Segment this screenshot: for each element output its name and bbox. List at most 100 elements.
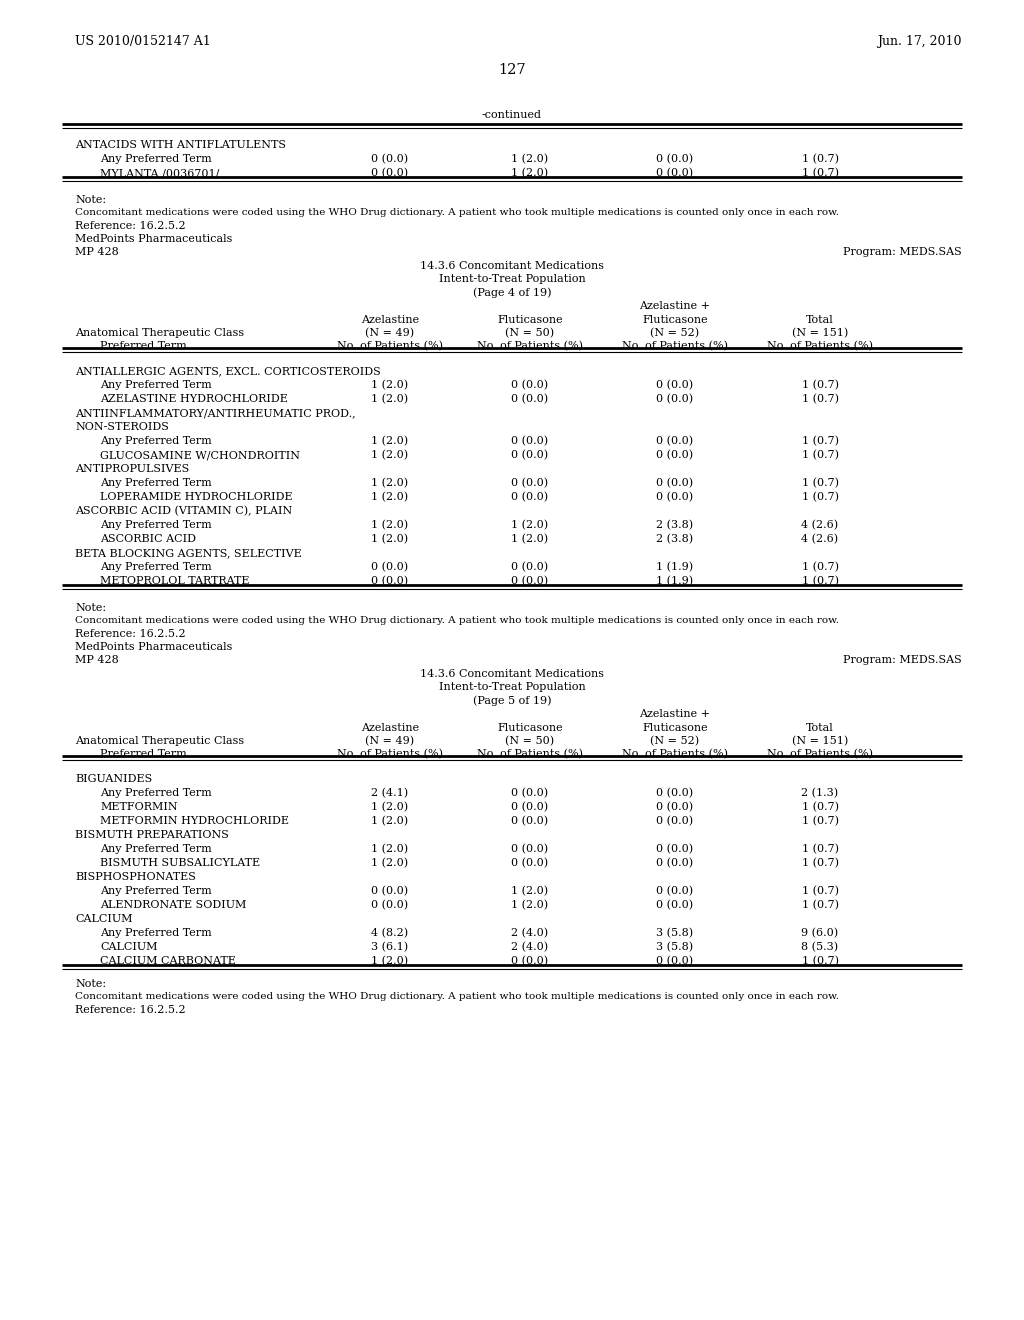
Text: 0 (0.0): 0 (0.0) (656, 788, 693, 799)
Text: No. of Patients (%): No. of Patients (%) (477, 341, 583, 351)
Text: Fluticasone: Fluticasone (642, 315, 708, 325)
Text: 1 (2.0): 1 (2.0) (372, 520, 409, 531)
Text: BISMUTH PREPARATIONS: BISMUTH PREPARATIONS (75, 830, 229, 840)
Text: 3 (5.8): 3 (5.8) (656, 942, 693, 952)
Text: 0 (0.0): 0 (0.0) (656, 450, 693, 461)
Text: Any Preferred Term: Any Preferred Term (100, 562, 212, 572)
Text: 1 (2.0): 1 (2.0) (372, 492, 409, 503)
Text: 0 (0.0): 0 (0.0) (656, 168, 693, 178)
Text: Azelastine: Azelastine (360, 723, 419, 733)
Text: 3 (5.8): 3 (5.8) (656, 928, 693, 939)
Text: 1 (0.7): 1 (0.7) (802, 956, 839, 966)
Text: Reference: 16.2.5.2: Reference: 16.2.5.2 (75, 220, 185, 231)
Text: 0 (0.0): 0 (0.0) (511, 436, 549, 446)
Text: 1 (2.0): 1 (2.0) (372, 858, 409, 869)
Text: Reference: 16.2.5.2: Reference: 16.2.5.2 (75, 630, 185, 639)
Text: AZELASTINE HYDROCHLORIDE: AZELASTINE HYDROCHLORIDE (100, 393, 288, 404)
Text: 0 (0.0): 0 (0.0) (511, 843, 549, 854)
Text: 8 (5.3): 8 (5.3) (802, 942, 839, 952)
Text: Reference: 16.2.5.2: Reference: 16.2.5.2 (75, 1005, 185, 1015)
Text: 0 (0.0): 0 (0.0) (511, 576, 549, 586)
Text: 0 (0.0): 0 (0.0) (511, 562, 549, 573)
Text: ANTIALLERGIC AGENTS, EXCL. CORTICOSTEROIDS: ANTIALLERGIC AGENTS, EXCL. CORTICOSTEROI… (75, 366, 381, 376)
Text: 1 (2.0): 1 (2.0) (511, 900, 549, 911)
Text: 1 (0.7): 1 (0.7) (802, 816, 839, 826)
Text: 1 (0.7): 1 (0.7) (802, 393, 839, 404)
Text: 0 (0.0): 0 (0.0) (511, 803, 549, 812)
Text: 1 (0.7): 1 (0.7) (802, 436, 839, 446)
Text: (N = 50): (N = 50) (506, 327, 555, 338)
Text: Intent-to-Treat Population: Intent-to-Treat Population (438, 682, 586, 692)
Text: 3 (6.1): 3 (6.1) (372, 942, 409, 952)
Text: 9 (6.0): 9 (6.0) (802, 928, 839, 939)
Text: 0 (0.0): 0 (0.0) (656, 478, 693, 488)
Text: (Page 5 of 19): (Page 5 of 19) (473, 696, 551, 706)
Text: 4 (2.6): 4 (2.6) (802, 535, 839, 544)
Text: 0 (0.0): 0 (0.0) (511, 478, 549, 488)
Text: 0 (0.0): 0 (0.0) (656, 492, 693, 503)
Text: 1 (0.7): 1 (0.7) (802, 450, 839, 461)
Text: (N = 49): (N = 49) (366, 737, 415, 746)
Text: BIGUANIDES: BIGUANIDES (75, 774, 153, 784)
Text: Intent-to-Treat Population: Intent-to-Treat Population (438, 275, 586, 284)
Text: 1 (2.0): 1 (2.0) (372, 380, 409, 391)
Text: Any Preferred Term: Any Preferred Term (100, 788, 212, 799)
Text: ASCORBIC ACID: ASCORBIC ACID (100, 535, 196, 544)
Text: 1 (0.7): 1 (0.7) (802, 168, 839, 178)
Text: Concomitant medications were coded using the WHO Drug dictionary. A patient who : Concomitant medications were coded using… (75, 616, 839, 624)
Text: Azelastine +: Azelastine + (640, 301, 711, 312)
Text: Anatomical Therapeutic Class: Anatomical Therapeutic Class (75, 737, 244, 746)
Text: 0 (0.0): 0 (0.0) (511, 788, 549, 799)
Text: NON-STEROIDS: NON-STEROIDS (75, 422, 169, 432)
Text: Azelastine +: Azelastine + (640, 709, 711, 719)
Text: 0 (0.0): 0 (0.0) (511, 858, 549, 869)
Text: Program: MEDS.SAS: Program: MEDS.SAS (843, 247, 962, 257)
Text: Any Preferred Term: Any Preferred Term (100, 380, 212, 389)
Text: Any Preferred Term: Any Preferred Term (100, 843, 212, 854)
Text: 1 (2.0): 1 (2.0) (372, 803, 409, 812)
Text: 0 (0.0): 0 (0.0) (372, 154, 409, 164)
Text: 1 (0.7): 1 (0.7) (802, 576, 839, 586)
Text: Fluticasone: Fluticasone (642, 723, 708, 733)
Text: 1 (0.7): 1 (0.7) (802, 380, 839, 391)
Text: No. of Patients (%): No. of Patients (%) (337, 341, 443, 351)
Text: -continued: -continued (482, 110, 542, 120)
Text: MYLANTA /0036701/: MYLANTA /0036701/ (100, 168, 219, 178)
Text: BISMUTH SUBSALICYLATE: BISMUTH SUBSALICYLATE (100, 858, 260, 869)
Text: 1 (2.0): 1 (2.0) (372, 478, 409, 488)
Text: 0 (0.0): 0 (0.0) (511, 393, 549, 404)
Text: 1 (0.7): 1 (0.7) (802, 154, 839, 164)
Text: CALCIUM: CALCIUM (75, 913, 132, 924)
Text: No. of Patients (%): No. of Patients (%) (767, 341, 873, 351)
Text: (N = 49): (N = 49) (366, 327, 415, 338)
Text: ANTIPROPULSIVES: ANTIPROPULSIVES (75, 465, 189, 474)
Text: 0 (0.0): 0 (0.0) (372, 900, 409, 911)
Text: 0 (0.0): 0 (0.0) (656, 816, 693, 826)
Text: Note:: Note: (75, 603, 106, 612)
Text: 14.3.6 Concomitant Medications: 14.3.6 Concomitant Medications (420, 669, 604, 678)
Text: 1 (2.0): 1 (2.0) (511, 168, 549, 178)
Text: 1 (2.0): 1 (2.0) (372, 450, 409, 461)
Text: Program: MEDS.SAS: Program: MEDS.SAS (843, 655, 962, 665)
Text: No. of Patients (%): No. of Patients (%) (622, 341, 728, 351)
Text: Total: Total (806, 315, 834, 325)
Text: Any Preferred Term: Any Preferred Term (100, 478, 212, 488)
Text: 1 (2.0): 1 (2.0) (372, 843, 409, 854)
Text: 0 (0.0): 0 (0.0) (656, 900, 693, 911)
Text: (N = 52): (N = 52) (650, 327, 699, 338)
Text: 0 (0.0): 0 (0.0) (372, 576, 409, 586)
Text: (Page 4 of 19): (Page 4 of 19) (473, 286, 551, 297)
Text: MedPoints Pharmaceuticals: MedPoints Pharmaceuticals (75, 642, 232, 652)
Text: 1 (2.0): 1 (2.0) (372, 393, 409, 404)
Text: 0 (0.0): 0 (0.0) (511, 492, 549, 503)
Text: Preferred Term: Preferred Term (100, 341, 186, 351)
Text: Any Preferred Term: Any Preferred Term (100, 154, 212, 164)
Text: 1 (0.7): 1 (0.7) (802, 803, 839, 812)
Text: 1 (0.7): 1 (0.7) (802, 843, 839, 854)
Text: Total: Total (806, 723, 834, 733)
Text: 0 (0.0): 0 (0.0) (656, 886, 693, 896)
Text: 4 (2.6): 4 (2.6) (802, 520, 839, 531)
Text: 0 (0.0): 0 (0.0) (511, 956, 549, 966)
Text: 0 (0.0): 0 (0.0) (656, 154, 693, 164)
Text: No. of Patients (%): No. of Patients (%) (622, 748, 728, 759)
